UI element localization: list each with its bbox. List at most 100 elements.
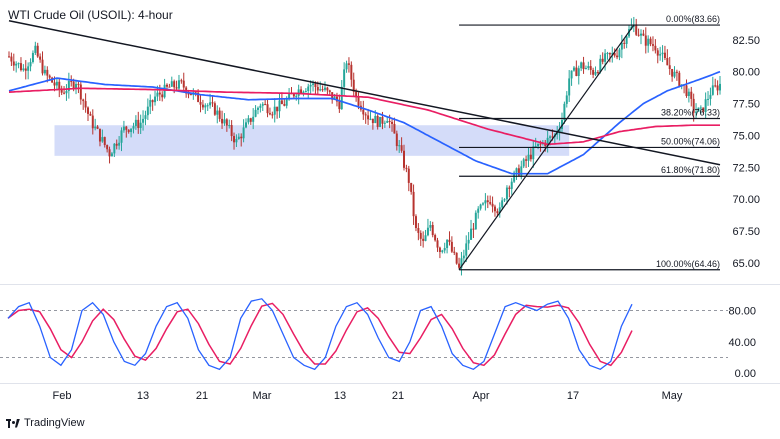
candle-body	[338, 101, 341, 110]
candle-body	[22, 68, 25, 71]
candle-body	[312, 83, 315, 85]
candle-body	[599, 58, 602, 73]
candle-body	[651, 44, 654, 46]
candle-body	[221, 118, 224, 124]
candle-body	[333, 96, 336, 100]
candle-body	[189, 93, 192, 95]
candle-body	[422, 238, 425, 241]
candle-body	[678, 72, 681, 87]
candle-body	[381, 116, 384, 124]
candle-body	[575, 67, 578, 77]
fib-level-label: 38.20%(76.33)	[661, 107, 720, 117]
candle-body	[118, 142, 121, 146]
oscillator-panel	[0, 298, 728, 371]
candle-body	[84, 101, 87, 108]
candle-body	[429, 225, 432, 228]
candle-body	[230, 125, 233, 137]
candle-body	[692, 98, 695, 113]
candle-body	[642, 33, 645, 36]
candle-body	[87, 107, 89, 114]
candle-body	[596, 71, 599, 73]
candle-body	[77, 83, 80, 85]
oscillator-tick-label: 80.00	[728, 306, 756, 318]
time-tick-label: 13	[334, 390, 346, 402]
candle-body	[264, 104, 267, 106]
candle-body	[520, 166, 523, 176]
candle-body	[345, 63, 348, 70]
candle-body	[158, 92, 161, 95]
candle-body	[675, 71, 678, 73]
candle-body	[498, 207, 501, 214]
candle-body	[96, 126, 99, 129]
candle-body	[17, 63, 20, 65]
candle-body	[470, 228, 473, 240]
candle-body	[367, 115, 370, 120]
candle-body	[127, 129, 130, 133]
price-tick-label: 77.50	[732, 99, 760, 111]
candle-body	[63, 92, 66, 94]
candle-body	[522, 159, 525, 167]
candle-body	[70, 81, 73, 83]
candle-body	[503, 199, 506, 201]
candle-body	[12, 61, 15, 66]
candle-body	[199, 101, 202, 105]
candle-body	[436, 240, 439, 248]
candle-body	[695, 111, 698, 113]
candle-body	[24, 68, 27, 71]
candle-body	[647, 38, 650, 46]
candle-body	[10, 56, 13, 62]
trendline	[8, 20, 721, 166]
candle-body	[417, 228, 420, 233]
candle-body	[589, 66, 592, 70]
candle-body	[656, 50, 659, 56]
moving-average-2	[8, 87, 720, 146]
candle-body	[276, 106, 279, 112]
candle-body	[563, 103, 566, 120]
candle-body	[400, 145, 403, 151]
candle-body	[8, 56, 10, 58]
candle-body	[58, 81, 61, 90]
candle-body	[204, 105, 207, 108]
candle-body	[376, 115, 379, 127]
oscillator-k-line	[7, 298, 633, 371]
candle-body	[637, 34, 640, 36]
candle-body	[103, 137, 106, 146]
candle-body	[719, 83, 721, 91]
candle-body	[254, 109, 257, 117]
candle-body	[249, 118, 252, 122]
candle-body	[288, 93, 291, 100]
candle-body	[616, 55, 619, 58]
candle-body	[209, 102, 212, 106]
candle-body	[15, 63, 18, 66]
candle-body	[36, 45, 39, 57]
candle-body	[391, 121, 394, 124]
candle-body	[620, 42, 623, 50]
price-tick-label: 67.50	[732, 226, 760, 238]
candle-body	[453, 251, 456, 253]
candle-body	[79, 84, 82, 100]
candle-body	[477, 208, 480, 213]
candle-body	[441, 250, 444, 252]
candle-body	[130, 128, 133, 133]
moving-average-1	[8, 70, 721, 175]
fib-level-label: 0.00%(83.66)	[666, 14, 720, 24]
candle-body	[149, 100, 152, 107]
candle-body	[666, 58, 669, 66]
candle-body	[182, 80, 185, 88]
candle-body	[283, 104, 286, 106]
candle-body	[398, 145, 401, 147]
candle-body	[146, 106, 149, 116]
candle-body	[467, 239, 470, 244]
candle-body	[302, 91, 305, 94]
candle-body	[94, 126, 97, 129]
price-tick-label: 80.00	[732, 67, 760, 79]
candle-body	[568, 78, 571, 96]
candle-body	[161, 94, 164, 98]
candle-body	[300, 89, 303, 94]
candle-body	[663, 52, 666, 59]
candle-body	[201, 104, 204, 108]
candle-body	[491, 203, 494, 207]
candle-body	[53, 82, 56, 86]
candle-body	[374, 115, 377, 124]
